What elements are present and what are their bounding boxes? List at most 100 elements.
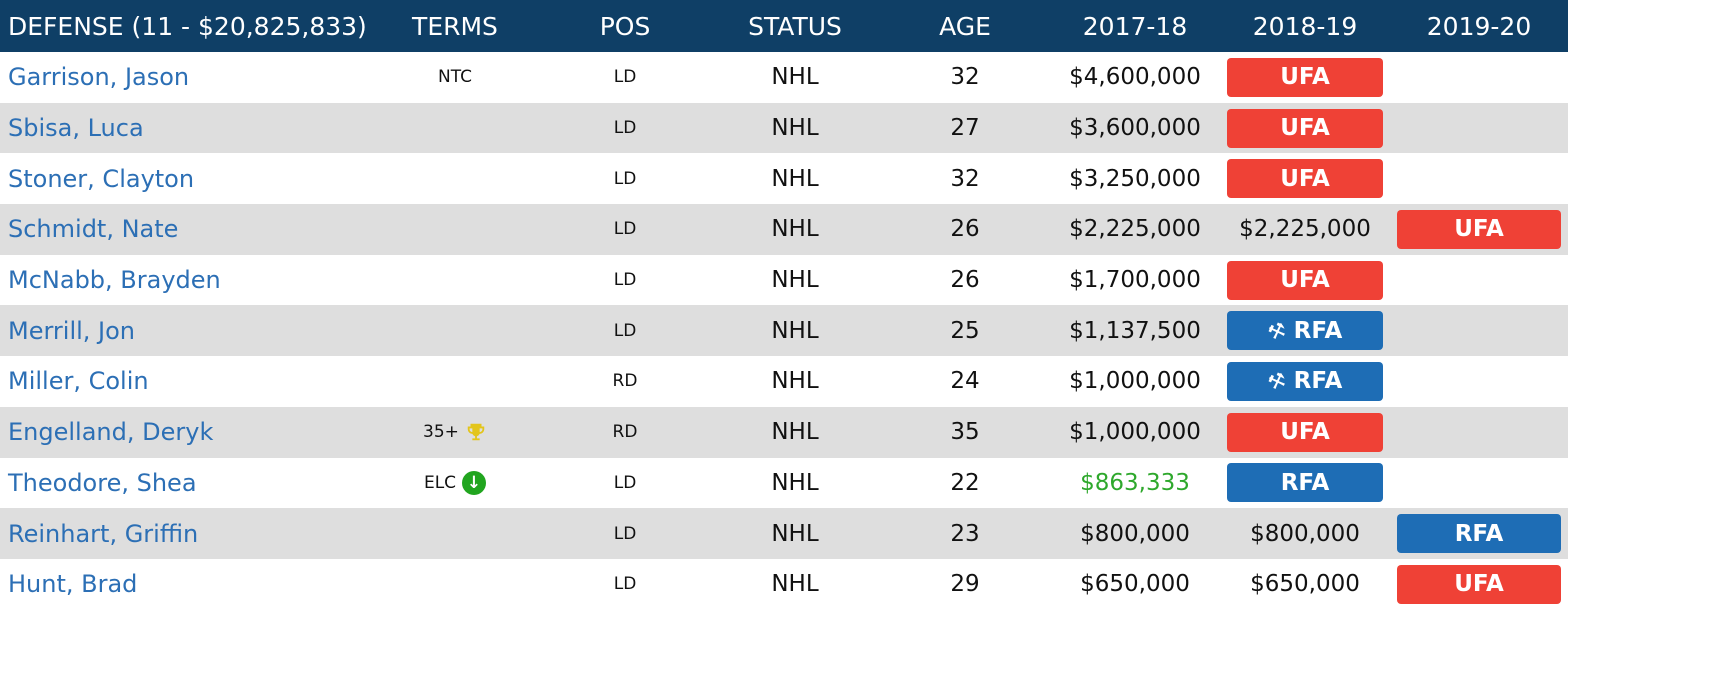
badge-label: UFA [1280, 419, 1330, 446]
header-status[interactable]: STATUS [748, 11, 842, 41]
cell-status: NHL [771, 317, 819, 344]
ufa-badge[interactable]: UFA [1227, 260, 1383, 300]
cell-y2: UFA [1220, 255, 1390, 306]
cell-y3 [1390, 103, 1568, 154]
cell-terms [370, 508, 540, 559]
player-link[interactable]: Merrill, Jon [8, 316, 136, 345]
player-link[interactable]: Reinhart, Griffin [8, 519, 199, 548]
cell-y2: UFA [1220, 407, 1390, 458]
player-link[interactable]: Schmidt, Nate [8, 215, 179, 244]
cell-y3 [1390, 255, 1568, 306]
ufa-badge[interactable]: UFA [1227, 108, 1383, 148]
cell-y3: UFA [1390, 204, 1568, 255]
ufa-badge[interactable]: UFA [1397, 564, 1561, 604]
cell-status: NHL [771, 267, 819, 294]
header-2019-20[interactable]: 2019-20 [1426, 11, 1532, 41]
player-link[interactable]: Engelland, Deryk [8, 418, 214, 447]
cell-y3 [1390, 356, 1568, 407]
cell-status: NHL [771, 520, 819, 547]
ufa-badge[interactable]: UFA [1227, 159, 1383, 199]
cell-player: Hunt, Brad [0, 559, 370, 610]
cell-y3 [1390, 52, 1568, 103]
badge-label: UFA [1454, 216, 1504, 243]
cell-2017-18: $1,000,000 [1069, 419, 1201, 446]
ufa-badge[interactable]: UFA [1397, 209, 1561, 249]
cell-age: 35 [950, 419, 980, 446]
cell-status: NHL [771, 571, 819, 598]
cell-age: 22 [950, 469, 980, 496]
table-row: McNabb, Brayden LD NHL 26 $1,700,000 UFA [0, 255, 1568, 306]
badge-label: RFA [1293, 368, 1343, 395]
trophy-icon [467, 423, 485, 441]
cell-status: NHL [771, 419, 819, 446]
cell-player: Sbisa, Luca [0, 103, 370, 154]
cell-terms [370, 305, 540, 356]
player-link[interactable]: Miller, Colin [8, 367, 149, 396]
player-link[interactable]: Theodore, Shea [8, 468, 197, 497]
cell-player: Stoner, Clayton [0, 153, 370, 204]
cell-status: NHL [771, 368, 819, 395]
badge-label: UFA [1280, 165, 1330, 192]
cell-pos: LD [613, 574, 637, 595]
player-link[interactable]: Garrison, Jason [8, 63, 190, 92]
cell-2017-18: $1,000,000 [1069, 368, 1201, 395]
rfa-badge[interactable]: ⚒ RFA [1227, 311, 1383, 351]
cell-y3 [1390, 153, 1568, 204]
cell-2017-18: $1,700,000 [1069, 267, 1201, 294]
header-defense[interactable]: DEFENSE (11 - $20,825,833) [8, 11, 367, 41]
cell-2017-18: $3,600,000 [1069, 115, 1201, 142]
cell-terms: NTC [370, 52, 540, 103]
rfa-badge[interactable]: RFA [1397, 514, 1561, 554]
rfa-badge[interactable]: RFA [1227, 463, 1383, 503]
badge-label: UFA [1280, 115, 1330, 142]
cell-2017-18: $2,225,000 [1069, 216, 1201, 243]
header-terms[interactable]: TERMS [412, 11, 498, 41]
header-2017-18[interactable]: 2017-18 [1082, 11, 1188, 41]
cell-player: McNabb, Brayden [0, 255, 370, 306]
cell-status: NHL [771, 165, 819, 192]
table-row: Schmidt, Nate LD NHL 26 $2,225,000 $2,225,000… [0, 204, 1568, 255]
cell-pos: LD [613, 168, 637, 189]
cell-terms: 35+ [370, 407, 540, 458]
defense-roster-table: DEFENSE (11 - $20,825,833) TERMS POS STA… [0, 0, 1568, 610]
table-row: Garrison, Jason NTC LD NHL 32 $4,600,000 UFA [0, 52, 1568, 103]
cell-age: 27 [950, 115, 980, 142]
table-row: Miller, Colin RD NHL 24 $1,000,000 ⚒ RFA [0, 356, 1568, 407]
table-row: Engelland, Deryk 35+ RD NHL 35 $1,000,000 UFA [0, 406, 1568, 458]
rfa-badge[interactable]: ⚒ RFA [1227, 361, 1383, 401]
cell-pos: LD [613, 118, 637, 139]
cell-player: Reinhart, Griffin [0, 508, 370, 559]
player-link[interactable]: McNabb, Brayden [8, 266, 221, 295]
header-age[interactable]: AGE [939, 11, 991, 41]
cell-2017-18: $863,333 [1080, 469, 1190, 496]
cell-y3 [1390, 407, 1568, 458]
cell-pos: LD [613, 219, 637, 240]
ufa-badge[interactable]: UFA [1227, 412, 1383, 452]
cell-y2: UFA [1220, 52, 1390, 103]
cell-y2: ⚒ RFA [1220, 305, 1390, 356]
badge-label: RFA [1280, 469, 1330, 496]
cell-y3 [1390, 305, 1568, 356]
player-link[interactable]: Sbisa, Luca [8, 114, 144, 143]
header-pos[interactable]: POS [599, 11, 651, 41]
cell-player: Merrill, Jon [0, 305, 370, 356]
header-2018-19[interactable]: 2018-19 [1252, 11, 1358, 41]
badge-label: UFA [1280, 267, 1330, 294]
cell-status: NHL [771, 64, 819, 91]
player-link[interactable]: Stoner, Clayton [8, 164, 195, 193]
gavel-icon: ⚒ [1264, 367, 1290, 396]
ufa-badge[interactable]: UFA [1227, 57, 1383, 97]
badge-label: RFA [1293, 317, 1343, 344]
player-link[interactable]: Hunt, Brad [8, 570, 138, 599]
table-row: Theodore, Shea ELC ↓ LD NHL 22 $863,333 RFA [0, 458, 1568, 509]
cell-age: 26 [950, 216, 980, 243]
cell-player: Miller, Colin [0, 356, 370, 407]
cell-terms [370, 255, 540, 306]
cell-terms [370, 103, 540, 154]
table-row: Stoner, Clayton LD NHL 32 $3,250,000 UFA [0, 153, 1568, 204]
cell-age: 32 [950, 165, 980, 192]
terms-text: ELC [423, 472, 457, 493]
elc-down-arrow-icon: ↓ [462, 470, 487, 495]
cell-pos: LD [613, 320, 637, 341]
cell-player: Theodore, Shea [0, 458, 370, 509]
